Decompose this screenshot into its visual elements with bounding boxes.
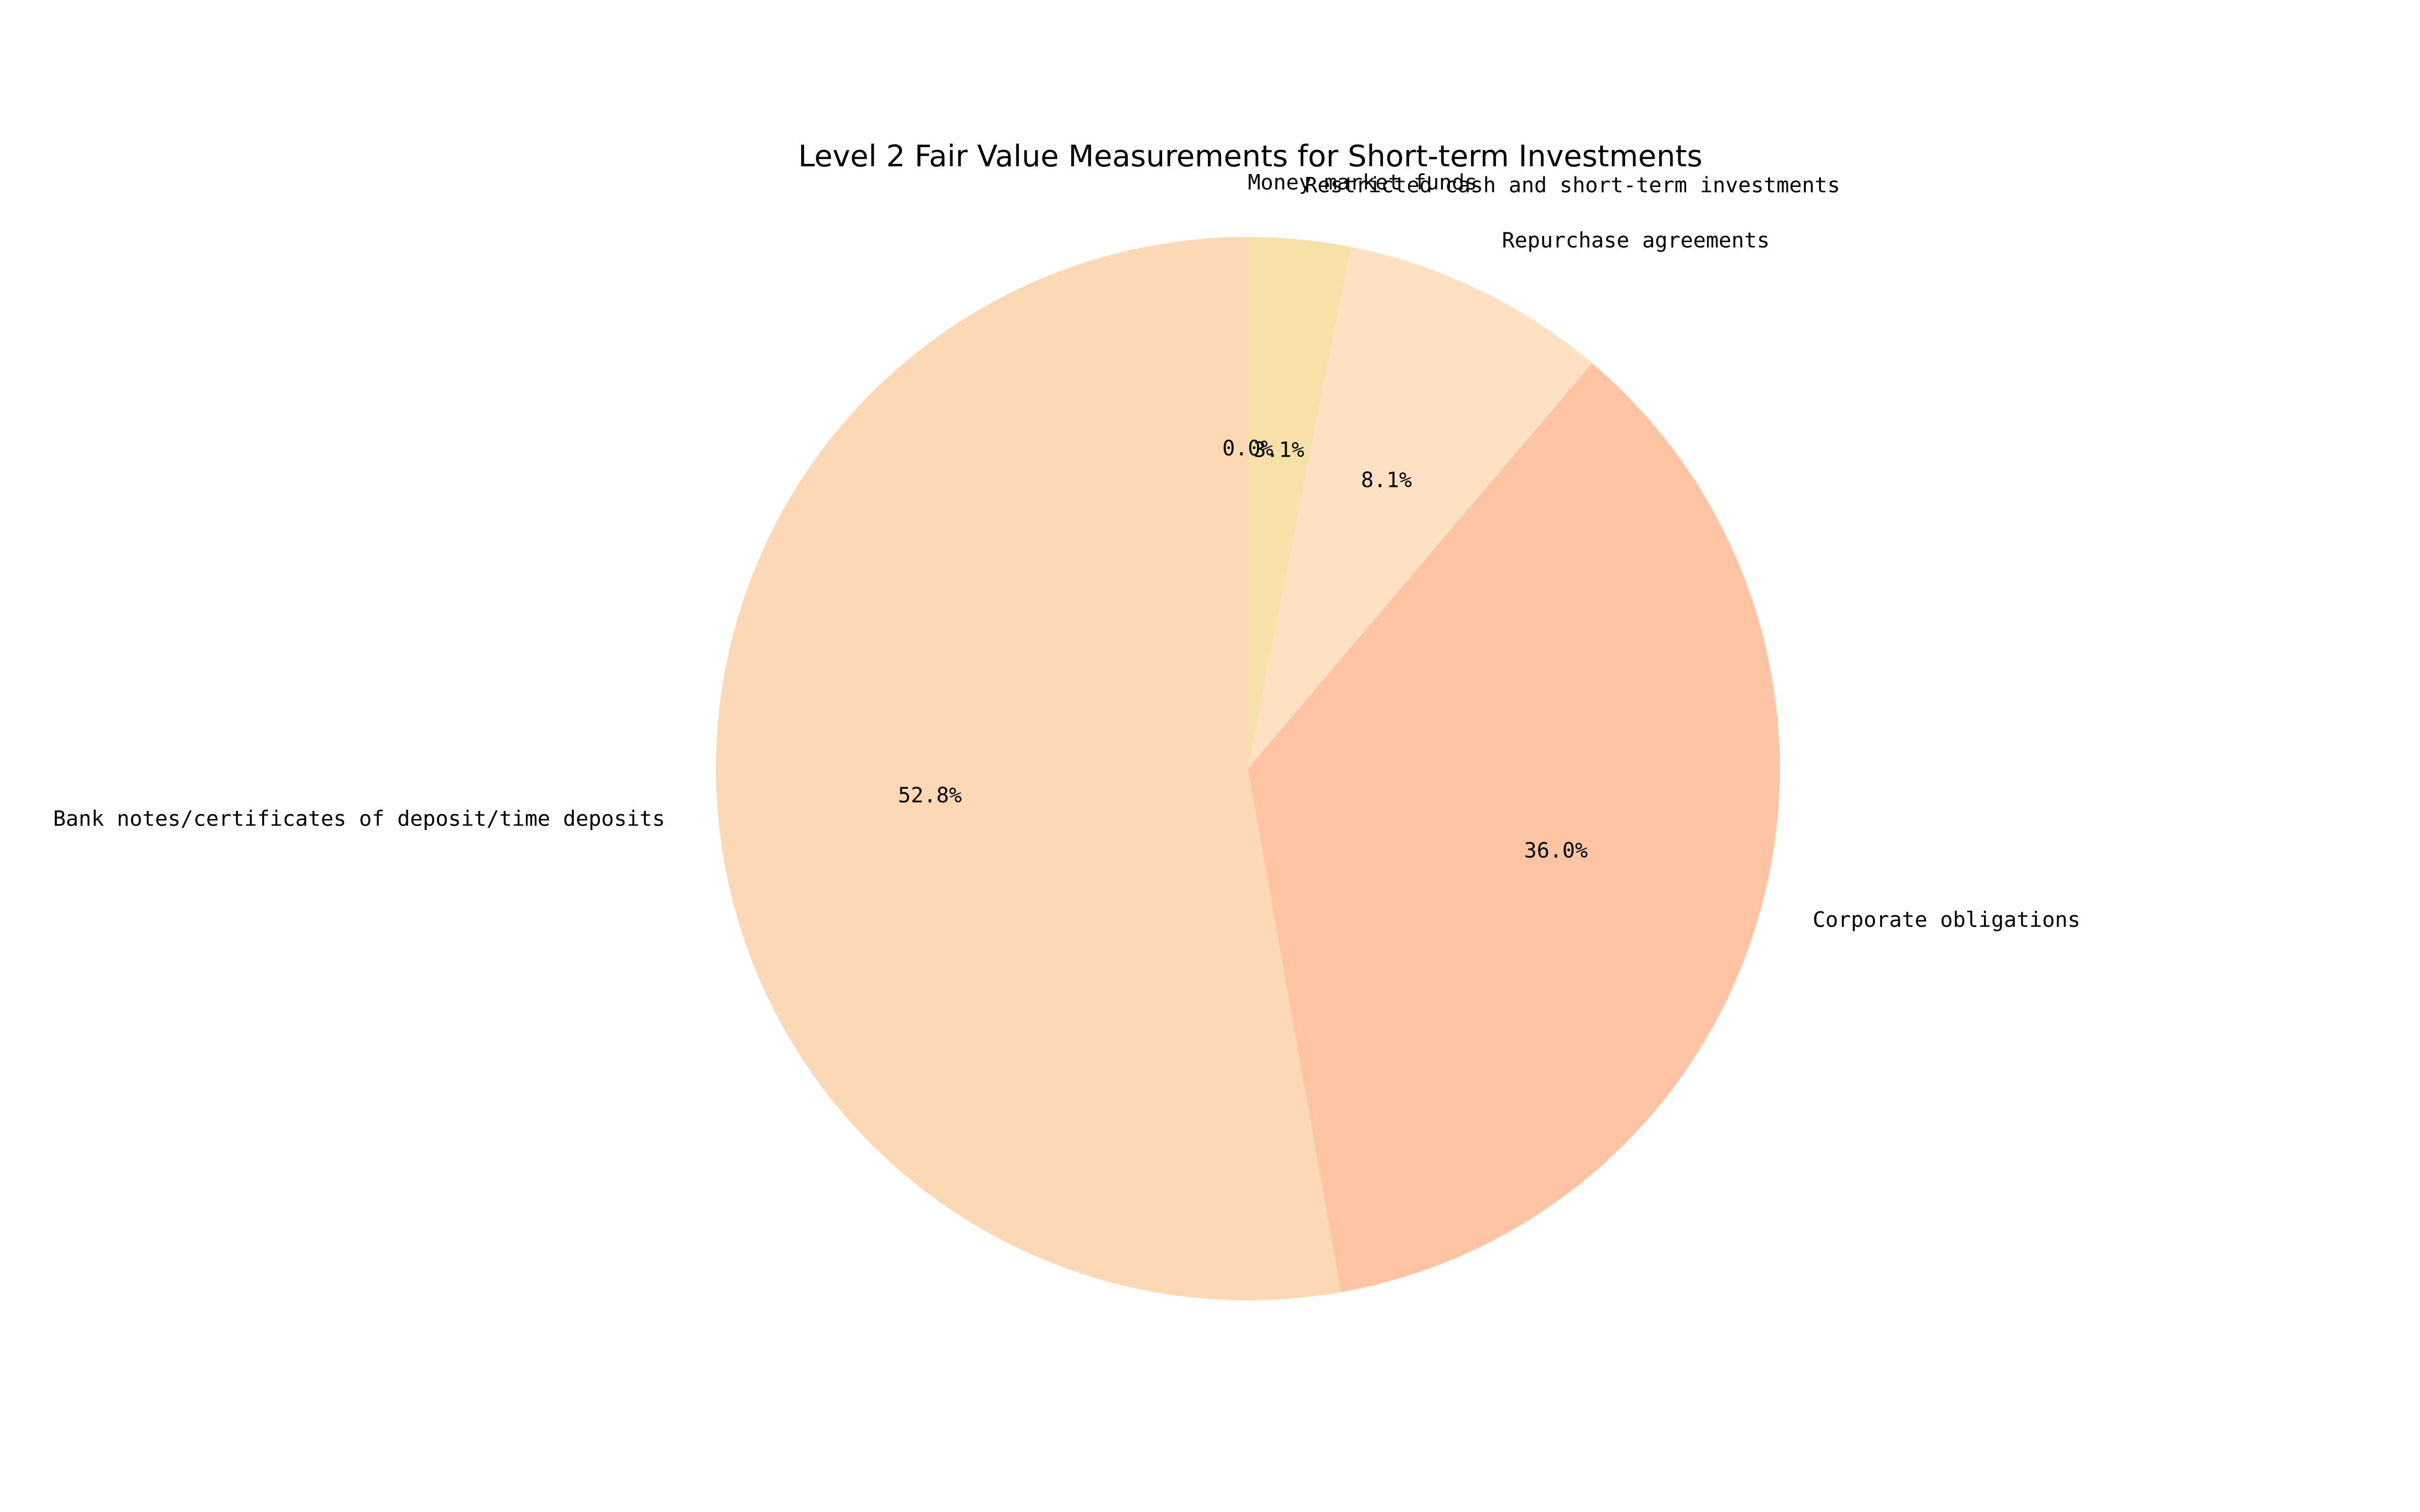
pie-percent-repurchase-agreements: 8.1%	[1361, 467, 1412, 492]
pie-percent-money-market-funds: 0.0%	[1222, 436, 1273, 461]
pie-slice-repurchase-agreements	[1248, 246, 1592, 769]
pie-percent-bank-notes-certificates-of-deposit-time-deposits: 52.8%	[898, 783, 961, 807]
pie-label-corporate-obligations: Corporate obligations	[1812, 907, 2080, 932]
pie-percent-labels: 0.0%3.1% 8.1% 36.0% 52.8%	[898, 436, 1588, 863]
chart-title: Level 2 Fair Value Measurements for Shor…	[798, 139, 1702, 173]
pie-slice-corporate-obligations	[1248, 363, 1780, 1292]
pie-percent-restricted-cash-and-short-term-investments: 3.1%	[1253, 437, 1304, 462]
pie-label-bank-notes-certificates-of-deposit-time-deposits: Bank notes/certificates of deposit/time …	[53, 806, 665, 831]
pie-percent-corporate-obligations: 36.0%	[1524, 838, 1588, 863]
pie-slice-bank-notes-certificates-of-deposit-time-deposits	[715, 237, 1341, 1300]
pie-label-money-market-funds: Money market funds	[1248, 170, 1477, 195]
pie-label-repurchase-agreements: Repurchase agreements	[1502, 228, 1770, 253]
pie-label-restricted-cash-and-short-term-investments: Restricted cash and short-term investmen…	[1305, 172, 1840, 197]
pie-slice-restricted-cash-and-short-term-investments	[1248, 237, 1351, 769]
pie-slices	[715, 237, 1780, 1300]
